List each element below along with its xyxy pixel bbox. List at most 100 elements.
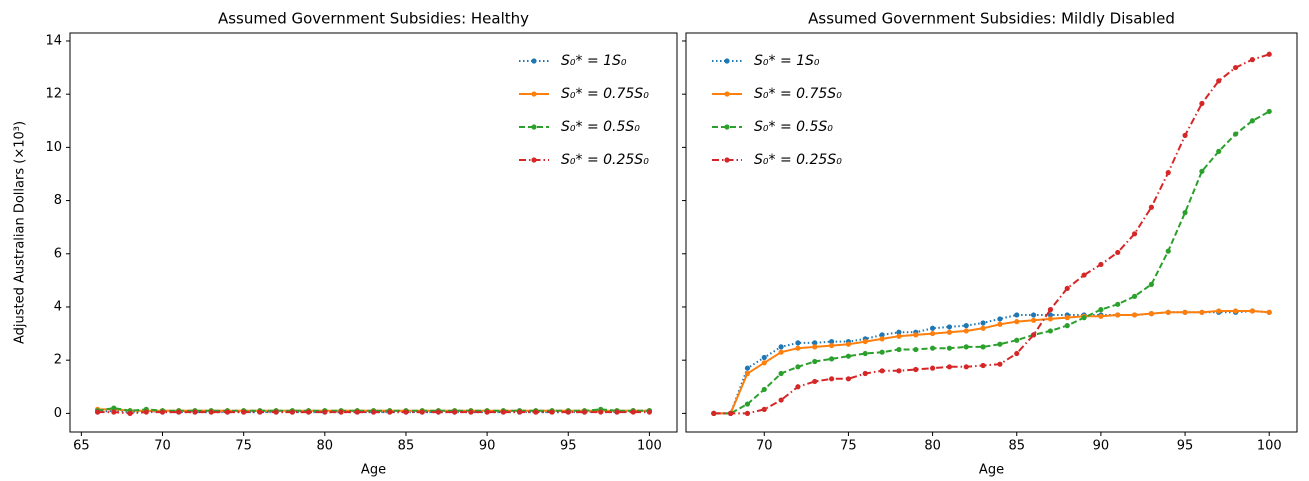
point [1115, 301, 1121, 307]
y-tick-label: 12 [45, 87, 62, 102]
point [929, 345, 936, 351]
point [997, 316, 1003, 322]
point [370, 409, 377, 415]
point [913, 346, 919, 353]
x-tick-label: 75 [840, 439, 857, 454]
point [828, 356, 835, 362]
point [1115, 312, 1121, 318]
x-tick-label: 80 [317, 439, 334, 454]
point [1014, 312, 1020, 318]
point [1014, 337, 1020, 343]
point [1098, 313, 1104, 319]
y-axis-label: Adjusted Australian Dollars (×10³) [13, 121, 28, 344]
point [929, 365, 936, 371]
legend-label: S₀* = 0.75S₀ [754, 86, 842, 102]
series-line [713, 53, 1270, 415]
point [338, 409, 344, 415]
point [192, 409, 198, 415]
point [111, 409, 117, 415]
legend-label: S₀* = 0.5S₀ [561, 119, 640, 135]
point [1249, 57, 1255, 63]
point [744, 370, 751, 377]
point [1047, 328, 1054, 334]
point [614, 409, 620, 415]
point [273, 409, 279, 415]
x-tick-label: 100 [1257, 439, 1282, 454]
point [159, 409, 166, 415]
point [1047, 307, 1054, 313]
point [289, 409, 295, 415]
point [387, 409, 393, 415]
x-axis-label: Age [361, 463, 386, 478]
y-tick-label: 4 [54, 299, 62, 314]
point [828, 342, 835, 349]
x-tick-label: 70 [154, 439, 171, 454]
point [143, 409, 149, 415]
point [322, 409, 328, 415]
axes-frame [685, 32, 1298, 433]
point [778, 397, 784, 403]
point [744, 401, 751, 407]
point [452, 409, 458, 415]
point [581, 409, 588, 415]
point [744, 410, 751, 416]
point [111, 405, 117, 411]
legend-marker [531, 157, 537, 163]
point [761, 386, 767, 393]
point [1081, 315, 1087, 321]
point [778, 349, 784, 355]
point [845, 341, 852, 347]
point [963, 328, 969, 334]
x-tick-label: 95 [1177, 439, 1194, 454]
point [1115, 249, 1121, 256]
panel: Assumed Government Subsidies: Mildly Dis… [682, 10, 1298, 478]
point [1216, 148, 1222, 154]
legend-label: S₀* = 0.25S₀ [561, 152, 649, 168]
point [879, 332, 885, 338]
point [1064, 323, 1070, 329]
x-tick-label: 90 [1093, 439, 1110, 454]
point [896, 329, 902, 335]
point [1148, 311, 1155, 317]
legend-label: S₀* = 1S₀ [561, 53, 627, 69]
x-tick-label: 90 [479, 439, 496, 454]
point [1232, 131, 1239, 137]
legend-label: S₀* = 0.75S₀ [561, 86, 649, 102]
point [500, 409, 506, 415]
point [896, 368, 902, 374]
point [208, 409, 214, 415]
point [761, 354, 767, 361]
point [795, 384, 801, 390]
x-tick-label: 70 [756, 439, 773, 454]
point [1148, 204, 1155, 210]
point [778, 344, 784, 350]
x-axis-label: Age [979, 463, 1004, 478]
point [403, 409, 409, 415]
point [484, 409, 490, 415]
legend-label: S₀* = 0.25S₀ [754, 152, 842, 168]
x-tick-label: 85 [398, 439, 415, 454]
point [1098, 261, 1104, 268]
point [795, 345, 801, 351]
point [1014, 319, 1020, 325]
legend-marker [531, 124, 537, 130]
point [224, 409, 231, 415]
x-tick-label: 95 [560, 439, 577, 454]
point [1030, 317, 1037, 323]
point [1131, 293, 1138, 299]
series-line [713, 110, 1270, 415]
point [862, 338, 868, 345]
point [761, 360, 767, 366]
series-line [97, 407, 650, 412]
point [127, 410, 133, 416]
point [828, 338, 835, 345]
point [1232, 64, 1239, 71]
point [516, 409, 523, 415]
point [1266, 309, 1272, 315]
point [946, 324, 953, 330]
x-tick-label: 80 [924, 439, 941, 454]
point [879, 368, 885, 374]
legend-marker [724, 91, 730, 97]
point [1165, 170, 1171, 176]
point [812, 358, 818, 365]
